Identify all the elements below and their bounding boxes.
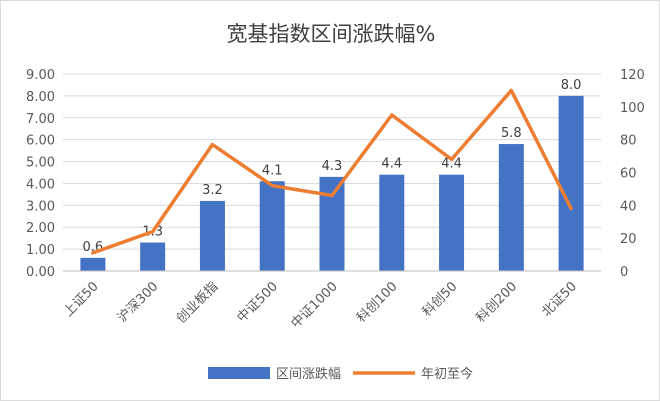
x-tick-label: 科创100 xyxy=(354,279,401,326)
y-left-tick-label: 1.00 xyxy=(26,243,55,258)
legend-bar-swatch xyxy=(208,367,270,379)
y-right-tick-label: 20 xyxy=(620,232,637,247)
bar xyxy=(320,177,345,271)
y-left-tick-label: 9.00 xyxy=(26,68,55,83)
y-left-tick-label: 2.00 xyxy=(26,221,55,236)
y-left-tick-label: 7.00 xyxy=(26,112,55,127)
legend-bar-label: 区间涨跌幅 xyxy=(276,366,341,382)
x-tick-label: 创业板指 xyxy=(174,279,221,326)
x-tick-label: 上证50 xyxy=(61,279,102,320)
chart-title: 宽基指数区间涨跌幅% xyxy=(227,22,436,46)
bar xyxy=(260,181,285,271)
bar xyxy=(439,175,464,271)
bar xyxy=(200,201,225,271)
y-right-tick-label: 40 xyxy=(620,199,637,214)
bar-value-label: 4.1 xyxy=(262,163,283,178)
bar-value-label: 8.0 xyxy=(561,78,582,93)
x-tick-label: 中证500 xyxy=(235,279,282,326)
y-left-tick-label: 6.00 xyxy=(26,134,55,149)
bar-value-label: 4.3 xyxy=(322,159,343,174)
y-left-tick-label: 0.00 xyxy=(26,265,55,280)
y-left-tick-label: 5.00 xyxy=(26,156,55,171)
y-right-tick-label: 80 xyxy=(620,134,637,149)
bar-value-label: 5.8 xyxy=(501,126,522,141)
x-tick-label: 沪深300 xyxy=(114,279,161,326)
legend-line-label: 年初至今 xyxy=(421,366,473,382)
y-right-tick-label: 60 xyxy=(620,167,637,182)
bar xyxy=(140,243,165,271)
bar-value-label: 3.2 xyxy=(202,183,223,198)
right-axis: 0 20 40 60 80 100 120 xyxy=(620,68,645,280)
y-left-tick-label: 3.00 xyxy=(26,199,55,214)
y-left-tick-label: 8.00 xyxy=(26,90,55,105)
y-right-tick-label: 0 xyxy=(620,265,628,280)
x-tick-label: 北证50 xyxy=(539,279,580,320)
y-left-tick-label: 4.00 xyxy=(26,177,55,192)
x-tick-label: 科创200 xyxy=(474,279,521,326)
y-right-tick-label: 100 xyxy=(620,101,645,116)
bar xyxy=(80,258,105,271)
y-right-tick-label: 120 xyxy=(620,68,645,83)
bar xyxy=(379,175,404,271)
x-tick-label: 中证1000 xyxy=(288,279,340,331)
x-tick-label: 科创50 xyxy=(420,279,461,320)
legend: 区间涨跌幅 年初至今 xyxy=(208,366,473,382)
bar-value-label: 4.4 xyxy=(381,157,402,172)
bar xyxy=(559,96,584,271)
bar xyxy=(499,144,524,271)
left-axis: 0.00 1.00 2.00 3.00 4.00 5.00 6.00 7.00 8.00 9.00 xyxy=(26,68,55,280)
